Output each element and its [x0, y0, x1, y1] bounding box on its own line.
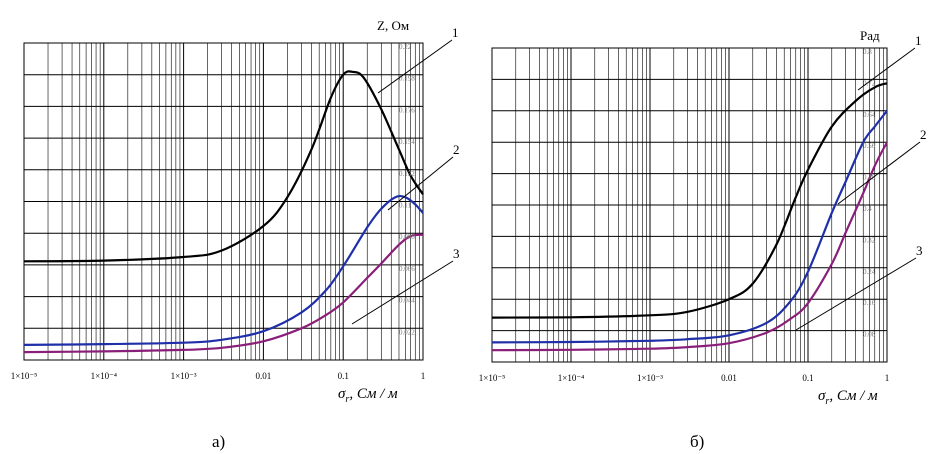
panel-b-curve-label-3: 3 — [916, 243, 923, 258]
panel-b-curves — [491, 82, 888, 352]
panel-b-y-tick-label: 0.64 — [863, 111, 876, 119]
panel-a-y-tick-label: 0.154 — [399, 138, 415, 146]
panel-a-y-ticks: 0.22 0.198 0.176 0.154 0.132 0.11 0.088 0.066 0.… — [399, 43, 415, 336]
panel-a-y-tick-label: 0.176 — [399, 106, 415, 114]
panel-a-curve-label-1: 1 — [452, 25, 459, 40]
panel-a-y-tick-label: 0.022 — [399, 328, 415, 336]
panel-b-caption: б) — [690, 432, 704, 451]
panel-b-x-tick-label: 1 — [885, 373, 890, 383]
panel-b-grid — [491, 47, 888, 363]
panel-b-plot-frame — [491, 47, 888, 363]
panel-a-x-tick-label: 0.01 — [256, 371, 272, 381]
panel-a-y-tick-label: 0.132 — [399, 170, 415, 178]
panel-b-curve-1 — [491, 82, 888, 319]
panel-b-y-tick-label: 0.56 — [863, 142, 876, 150]
panel-a-x-tick-label: 1×10⁻⁴ — [91, 371, 117, 381]
panel-b-curve-label-2: 2 — [920, 127, 927, 142]
panel-b-y-axis-label: Рад — [860, 28, 880, 43]
panel-a-x-tick-label: 0.1 — [338, 371, 349, 381]
panel-b-leader-3 — [795, 257, 917, 331]
panel-a-y-tick-label: 0.11 — [399, 202, 411, 210]
panel-b-curve-3 — [491, 141, 888, 352]
panel-a-plot-frame — [23, 42, 424, 361]
panel-b-y-tick-label: 0.08 — [863, 331, 876, 339]
panel-b-x-tick-label: 1×10⁻⁵ — [479, 373, 505, 383]
panel-a-leader-2 — [387, 156, 454, 211]
panel-b-x-tick-label: 1×10⁻⁴ — [558, 373, 584, 383]
panel-a-x-label-sigma: σ — [338, 386, 346, 402]
panel-b-curve-labels: 1 2 3 — [795, 33, 927, 331]
panel-a: 1×10⁻⁵ 1×10⁻⁴ 1×10⁻³ 0.01 0.1 1 0.220.1980.17… — [11, 18, 460, 451]
panel-b-x-axis-label: σr, См / м — [818, 388, 878, 407]
panel-a-y-tick-label: 0.088 — [399, 233, 415, 241]
panel-b: 1×10⁻⁵ 1×10⁻⁴ 1×10⁻³ 0.01 0.1 1 0.80.720.640.… — [479, 28, 927, 451]
panel-b-x-label-units: , См / м — [829, 388, 878, 404]
panel-a-leader-3 — [351, 260, 454, 325]
panel-a-y-tick-label: 0.22 — [399, 43, 412, 51]
panel-a-y-tick-label: 0.066 — [399, 265, 415, 273]
panel-b-curve-label-1: 1 — [915, 33, 922, 48]
panel-b-leader-1 — [857, 47, 916, 91]
panel-b-x-ticks: 1×10⁻⁵ 1×10⁻⁴ 1×10⁻³ 0.01 0.1 1 — [479, 373, 889, 383]
panel-a-x-ticks: 1×10⁻⁵ 1×10⁻⁴ 1×10⁻³ 0.01 0.1 1 — [11, 371, 425, 381]
panel-a-y-tick-label: 0.044 — [399, 297, 415, 305]
panel-b-x-tick-label: 0.01 — [721, 373, 737, 383]
panel-b-x-tick-label: 0.1 — [802, 373, 813, 383]
panel-a-curve-labels: 1 2 3 — [351, 25, 460, 325]
panel-a-x-tick-label: 1×10⁻³ — [171, 371, 197, 381]
panel-a-y-tick-label: 0.198 — [399, 75, 415, 83]
panel-b-y-tick-label: 0.72 — [863, 79, 876, 87]
panel-a-x-tick-label: 1×10⁻⁵ — [11, 371, 37, 381]
panel-a-curve-2 — [23, 194, 424, 346]
panel-b-y-ticks: 0.8 0.72 0.64 0.56 0.48 0.4 0.32 0.24 0.16 0.08 — [863, 48, 876, 339]
panel-a-grid — [23, 42, 424, 361]
panel-b-x-label-sigma: σ — [818, 388, 826, 404]
panel-a-leader-1 — [377, 39, 453, 94]
panel-b-y-tick-label: 0.4 — [863, 205, 872, 213]
panel-a-caption: а) — [212, 432, 225, 451]
panel-b-x-tick-label: 1×10⁻³ — [637, 373, 663, 383]
panel-a-x-label-units: , См / м — [349, 386, 398, 402]
panel-a-curves — [23, 70, 424, 354]
panel-a-x-tick-label: 1 — [421, 371, 426, 381]
panel-a-x-axis-label: σr, См / м — [338, 386, 398, 405]
panel-a-curve-1 — [23, 70, 424, 263]
panel-b-y-tick-label: 0.8 — [863, 48, 872, 56]
panel-a-y-axis-label: Z, Ом — [377, 18, 409, 33]
panel-a-curve-3 — [23, 233, 424, 354]
panel-b-y-tick-label: 0.48 — [863, 174, 876, 182]
panel-b-curve-2 — [491, 110, 888, 344]
panel-b-x-label-sub: r — [825, 396, 829, 407]
panel-a-curve-label-2: 2 — [453, 142, 460, 157]
panel-b-y-tick-label: 0.32 — [863, 236, 876, 244]
panel-b-leader-2 — [837, 141, 921, 205]
panel-a-x-label-sub: r — [345, 394, 349, 405]
panel-b-y-tick-label: 0.16 — [863, 299, 876, 307]
panel-a-curve-label-3: 3 — [453, 246, 460, 261]
panel-b-y-tick-label: 0.24 — [863, 268, 876, 276]
